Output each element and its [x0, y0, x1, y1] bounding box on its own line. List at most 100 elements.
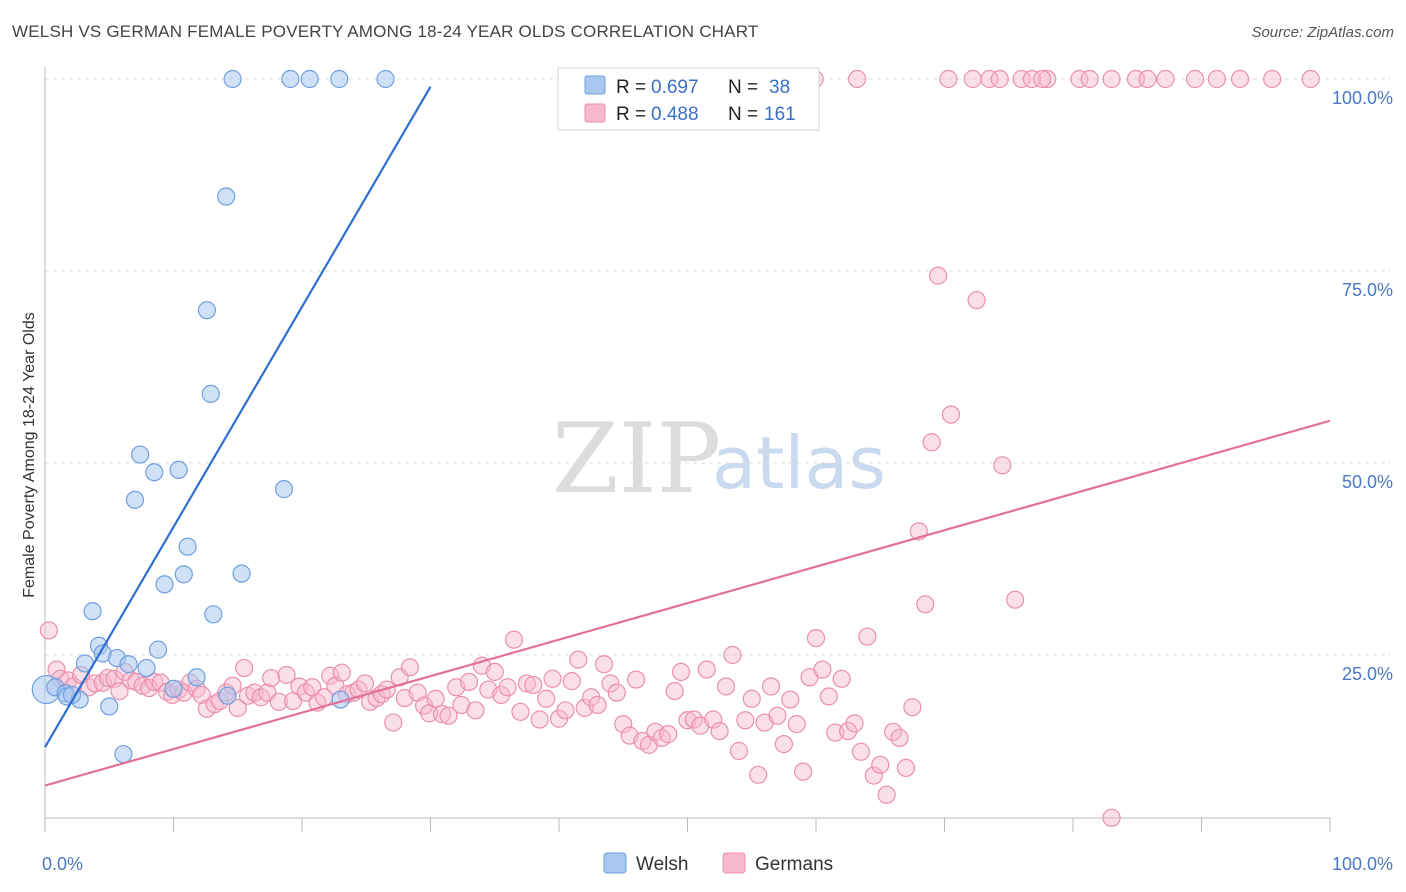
x-tick-label: 0.0% [42, 854, 83, 874]
germans-point [588, 695, 607, 715]
welsh-point [376, 69, 395, 89]
welsh-point [145, 463, 164, 482]
germans-point [1033, 69, 1052, 89]
germans-point [1070, 69, 1089, 89]
germans-point [761, 677, 781, 696]
welsh-point [164, 679, 183, 698]
germans-point [967, 291, 986, 310]
germans-point [941, 405, 961, 424]
welsh-point [217, 187, 236, 206]
germans-point [1207, 69, 1227, 89]
germans-point [205, 695, 224, 714]
germans-point [626, 670, 646, 689]
germans-point [1080, 69, 1099, 89]
germans-point [355, 674, 375, 693]
germans-point [916, 595, 935, 614]
germans-point [864, 766, 883, 785]
welsh-point [148, 640, 168, 659]
x-tick-label: 100.0% [1332, 854, 1393, 874]
germans-point [819, 687, 838, 706]
germans-trendline [44, 419, 1331, 787]
germans-point [845, 714, 864, 733]
germans-point [466, 701, 485, 720]
bottom-legend-welsh-label: Welsh [636, 854, 688, 875]
germans-point [452, 695, 471, 715]
germans-point [192, 685, 211, 705]
germans-point [607, 683, 626, 702]
welsh-point [125, 490, 145, 509]
welsh-point [187, 668, 206, 687]
germans-point [228, 698, 247, 718]
germans-point [710, 721, 729, 741]
germans-point [723, 645, 742, 665]
germans-point [806, 629, 826, 648]
germans-point [1102, 69, 1121, 89]
germans-point [928, 266, 948, 285]
chart-source: Source: ZipAtlas.com [1251, 24, 1394, 41]
y-tick-label: 25.0% [1342, 664, 1393, 684]
welsh-series [31, 69, 395, 764]
y-tick-label: 100.0% [1332, 88, 1393, 108]
legend-germans-n-label: N = [728, 104, 758, 125]
germans-point [459, 672, 479, 691]
germans-point [742, 689, 761, 708]
germans-point [716, 677, 736, 696]
bottom-legend: Welsh Germans [603, 852, 833, 875]
germans-point [562, 672, 581, 691]
watermark: ZIP atlas [552, 403, 886, 515]
germans-point [400, 658, 420, 677]
germans-point [877, 785, 896, 804]
germans-point [794, 762, 813, 781]
legend-germans-swatch [584, 103, 606, 123]
germans-point [990, 69, 1009, 89]
germans-point [601, 674, 620, 693]
germans-point [980, 69, 999, 89]
welsh-point [137, 658, 156, 678]
germans-point [439, 706, 458, 725]
germans-point [939, 69, 958, 89]
germans-point [277, 665, 296, 685]
germans-point [813, 660, 832, 679]
welsh-point [204, 605, 223, 624]
germans-point [432, 705, 452, 724]
welsh-point [178, 537, 197, 556]
germans-point [39, 621, 58, 640]
welsh-point [300, 69, 319, 89]
germans-point [537, 689, 556, 708]
y-tick-label: 75.0% [1342, 280, 1393, 300]
y-tick-label: 50.0% [1342, 472, 1393, 492]
germans-point [543, 669, 562, 688]
welsh-point [130, 445, 150, 464]
germans-point [145, 672, 164, 691]
germans-point [749, 765, 768, 784]
germans-point [47, 660, 66, 679]
germans-point [890, 728, 909, 748]
welsh-point [83, 602, 102, 621]
legend-germans-n-value: 161 [764, 104, 796, 125]
germans-point [235, 658, 254, 678]
legend-welsh-swatch [584, 75, 606, 95]
germans-point [697, 660, 716, 679]
welsh-point [218, 686, 237, 705]
germans-point [774, 734, 793, 754]
chart-title: WELSH VS GERMAN FEMALE POVERTY AMONG 18-… [12, 22, 759, 41]
germans-point [1102, 808, 1121, 827]
germans-point [1301, 69, 1320, 89]
germans-point [768, 706, 787, 725]
germans-point [1006, 590, 1025, 609]
germans-point [269, 692, 288, 711]
germans-point [504, 630, 524, 649]
welsh-point [281, 69, 300, 89]
bottom-legend-germans-label: Germans [755, 854, 833, 875]
bottom-legend-germans-swatch [722, 852, 746, 874]
welsh-point [330, 69, 349, 89]
germans-point [963, 69, 982, 89]
germans-point [858, 627, 877, 646]
welsh-point [155, 575, 174, 594]
germans-point [993, 456, 1012, 475]
germans-point [871, 755, 890, 774]
welsh-point [274, 480, 294, 499]
welsh-point [100, 697, 119, 716]
watermark-zip: ZIP [552, 403, 721, 515]
